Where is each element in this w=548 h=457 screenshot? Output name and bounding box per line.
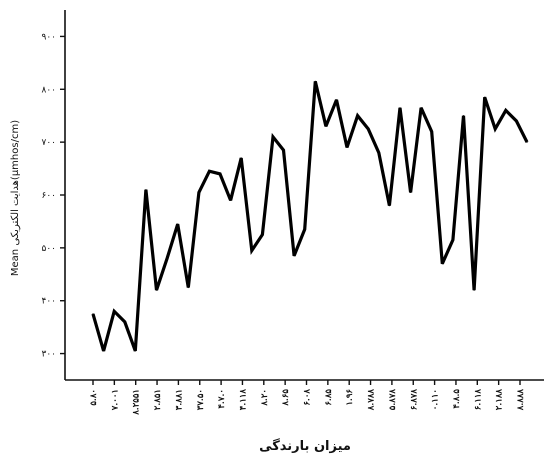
- x-tick-label: ۳.۸۸۱: [174, 389, 184, 410]
- x-tick-label: ۸.۶۵: [281, 389, 291, 407]
- data-point: [145, 189, 147, 191]
- x-tick-label: ۶.۸۷۸: [409, 389, 419, 411]
- data-point: [293, 255, 295, 257]
- data-point: [103, 350, 105, 352]
- y-tick-label: ۹۰۰: [41, 32, 56, 42]
- data-point: [431, 131, 433, 133]
- data-point: [304, 228, 306, 230]
- data-point: [187, 286, 189, 289]
- data-point: [494, 128, 496, 130]
- x-tick-label: ۴.۸.۵: [452, 389, 462, 409]
- x-axis-label: میزان بارندگی: [259, 438, 351, 454]
- series-layer: [91, 80, 529, 352]
- data-point: [388, 205, 390, 207]
- x-tick-label: ۸.۸۸۸: [516, 389, 526, 412]
- data-point: [367, 128, 369, 130]
- data-point: [399, 107, 401, 109]
- y-tick-label: ۵۰۰: [41, 244, 56, 254]
- data-point: [219, 173, 221, 175]
- y-axis: ۳۰۰ ۴۰۰ ۵۰۰ ۶۰۰ ۷۰۰ ۸۰۰ ۹۰۰: [41, 32, 65, 360]
- x-tick-label: ۶.۰۸: [303, 389, 313, 406]
- x-tick-label: ۰.۱۱۰: [431, 389, 441, 410]
- data-point: [134, 350, 136, 352]
- y-tick-label: ۶۰۰: [41, 191, 56, 201]
- data-point: [261, 234, 263, 236]
- x-tick-label: ۶.۸۵: [324, 389, 334, 406]
- x-tick-label: ۵.۸۷۸: [388, 389, 398, 411]
- data-point: [251, 249, 253, 252]
- data-point: [325, 125, 327, 127]
- data-point: [335, 99, 338, 101]
- x-tick-label: ۸.۷۸۸: [367, 389, 377, 412]
- data-point: [420, 107, 422, 109]
- y-tick-label: ۳۰۰: [41, 350, 56, 360]
- data-point: [282, 149, 285, 151]
- data-point: [473, 289, 475, 291]
- data-point: [230, 199, 232, 201]
- x-tick-label: ۴.۷.۰: [217, 389, 227, 409]
- data-point: [462, 115, 465, 117]
- data-point: [272, 136, 274, 138]
- x-tick-label: ۸.۲۰: [260, 389, 270, 407]
- x-tick-label: ۶.۱۱۸: [473, 389, 483, 411]
- x-tick-label: ۸.۲۵۵۱: [132, 389, 142, 416]
- series-line: [91, 81, 529, 352]
- x-tick-label: ۵.۸۰: [89, 389, 99, 406]
- data-point: [515, 120, 518, 122]
- data-point: [124, 321, 126, 323]
- data-point: [526, 141, 528, 143]
- x-tick-label: ۳۷.۵۰: [196, 389, 206, 410]
- data-point: [452, 239, 454, 241]
- data-point: [505, 109, 507, 111]
- data-point: [198, 191, 200, 193]
- x-tick-label: ۴.۱۱۸: [238, 389, 248, 411]
- x-tick-label: ۷.۰۰۱: [110, 389, 120, 411]
- y-axis-label: Mean هدایت الکتریکی(μmhos/cm): [10, 120, 21, 276]
- data-point: [166, 257, 168, 259]
- data-point: [410, 191, 412, 193]
- x-tick-label: ۱.۹۶: [345, 389, 355, 406]
- data-point: [240, 157, 242, 159]
- data-point: [113, 310, 115, 312]
- data-point: [208, 170, 210, 172]
- data-point: [357, 115, 359, 117]
- x-tick-label: ۲.۱۸۸: [495, 389, 505, 411]
- data-point: [346, 146, 348, 148]
- y-tick-label: ۸۰۰: [41, 85, 56, 95]
- data-point: [314, 80, 316, 82]
- data-point: [441, 263, 443, 265]
- x-axis: ۵.۸۰ ۷.۰۰۱ ۸.۲۵۵۱ ۲.۸۵۱ ۳.۸۸۱ ۳۷.۵۰ ۴.۷.۰ ۴.۱۱۸…: [89, 380, 526, 416]
- y-tick-label: ۷۰۰: [41, 138, 56, 148]
- data-point: [378, 152, 380, 154]
- data-point: [484, 96, 486, 98]
- data-point: [155, 289, 158, 291]
- x-tick-label: ۲.۸۵۱: [153, 389, 163, 410]
- y-tick-label: ۴۰۰: [41, 297, 56, 307]
- data-point: [92, 313, 94, 315]
- data-point: [177, 223, 179, 225]
